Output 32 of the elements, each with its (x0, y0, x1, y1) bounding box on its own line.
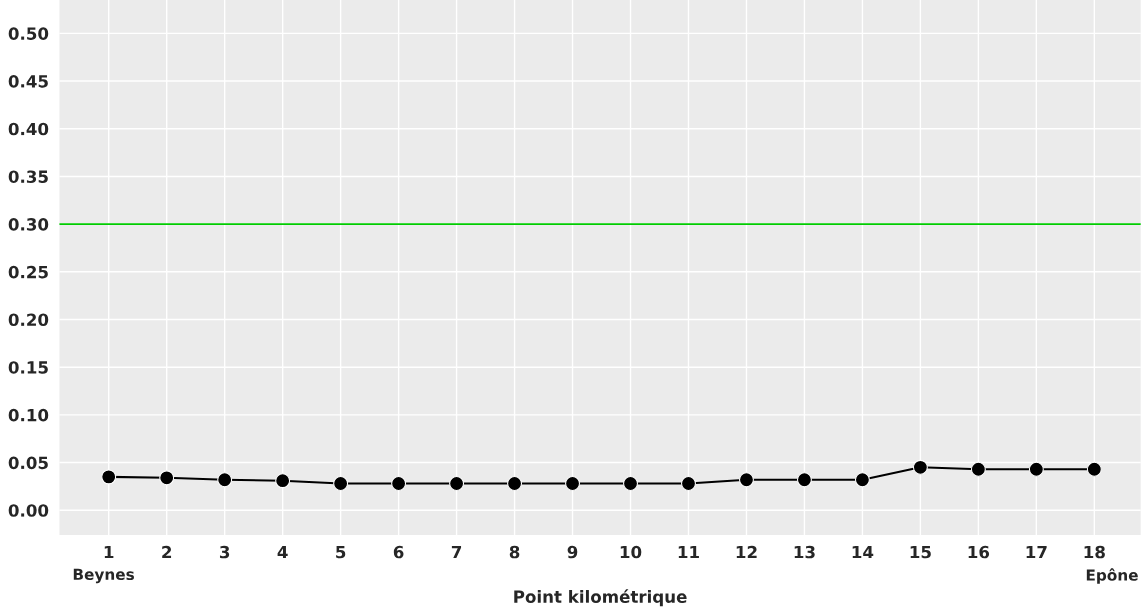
x-tick-label: 3 (219, 545, 230, 559)
y-tick-label: 0.20 (8, 313, 49, 327)
x-tick-label: 17 (1026, 545, 1047, 559)
x-axis-title: Point kilométrique (514, 589, 687, 607)
x-tick-label: 13 (794, 545, 815, 559)
x-tick-label: 2 (162, 545, 172, 559)
x-tick-label: 5 (336, 545, 346, 559)
x-tick-label: 10 (620, 545, 642, 559)
y-tick-label: 0.10 (8, 408, 49, 422)
x-tick-label: 6 (393, 545, 404, 559)
y-tick-label: 0.35 (8, 170, 48, 184)
y-tick-label: 0.40 (8, 122, 49, 136)
x-tick-label: 12 (736, 545, 757, 559)
text: Epône (1086, 568, 1138, 584)
y-tick-label: 0.30 (8, 218, 49, 231)
y-tick-label: 0.15 (8, 361, 48, 374)
x-tick-label: 8 (509, 545, 520, 559)
x-tick-label: 14 (852, 545, 874, 559)
x-tick-label: 4 (277, 545, 288, 559)
y-tick-label: 0.00 (8, 504, 49, 517)
text: Beynes (73, 568, 134, 584)
x-tick-label: 11 (678, 545, 699, 559)
y-tick-label: 0.05 (8, 456, 48, 470)
y-tick-label: 0.25 (8, 265, 48, 279)
x-tick-label: 16 (968, 545, 990, 559)
y-tick-label: 0.50 (8, 27, 49, 40)
x-tick-label: 15 (910, 545, 931, 559)
y-tick-label: 0.45 (8, 75, 48, 88)
x-tick-label: 9 (567, 545, 578, 559)
x-tick-label: 18 (1084, 545, 1105, 559)
x-tick-label: 1 (104, 545, 114, 559)
x-tick-label: 7 (451, 545, 462, 559)
